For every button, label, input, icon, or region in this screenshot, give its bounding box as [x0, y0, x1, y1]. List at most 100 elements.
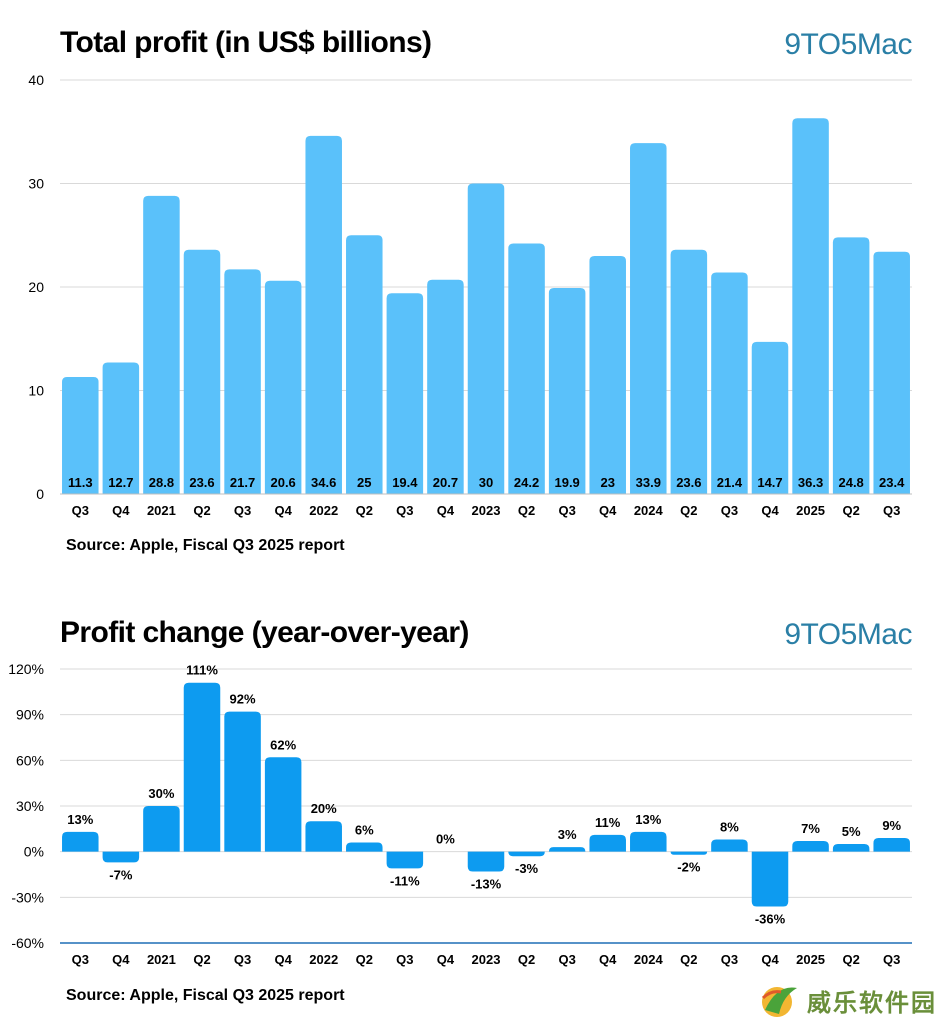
bar-value-label: 111%: [186, 663, 218, 678]
y-tick-label: 0: [36, 486, 44, 502]
chart2-source: Source: Apple, Fiscal Q3 2025 report: [66, 987, 345, 1004]
bar: [508, 243, 545, 494]
watermark-logo-icon: [761, 987, 797, 1017]
bar: [670, 851, 708, 855]
x-tick-label: 2021: [147, 952, 176, 967]
y-tick-label: 120%: [8, 661, 44, 677]
bar: [873, 837, 910, 852]
x-tick-label: 2021: [147, 503, 176, 518]
bar-value-label: 62%: [270, 737, 296, 752]
brand-logo-bottom: 9TO5Mac: [784, 618, 912, 651]
bar-value-label: 20.6: [270, 475, 295, 490]
bar: [548, 847, 586, 852]
bar-value-label: 23.6: [189, 475, 214, 490]
x-tick-label: Q4: [274, 952, 292, 967]
bar: [548, 288, 586, 494]
y-tick-label: 20: [28, 279, 44, 295]
x-tick-label: Q4: [112, 503, 130, 518]
bar: [346, 842, 383, 852]
bar-value-label: 0%: [436, 832, 455, 847]
x-tick-label: Q3: [234, 952, 251, 967]
bar: [711, 839, 748, 852]
bar: [264, 280, 302, 494]
bar-value-label: 21.7: [230, 475, 255, 490]
bar: [751, 341, 789, 494]
bar-value-label: 36.3: [798, 475, 823, 490]
x-tick-label: Q3: [883, 952, 900, 967]
bar-value-label: 20%: [311, 801, 337, 816]
bar: [183, 682, 221, 852]
bar: [832, 237, 870, 494]
bar: [792, 841, 829, 852]
x-tick-label: Q3: [558, 952, 575, 967]
bar: [143, 195, 180, 495]
x-tick-label: Q3: [234, 503, 251, 518]
bar-value-label: -2%: [677, 860, 701, 875]
x-tick-label: 2025: [796, 503, 825, 518]
chart1-source: Source: Apple, Fiscal Q3 2025 report: [66, 537, 345, 554]
bar: [102, 851, 140, 863]
x-tick-label: Q3: [396, 952, 413, 967]
y-tick-label: 30: [28, 176, 44, 192]
x-tick-label: Q2: [842, 503, 859, 518]
x-tick-label: Q3: [721, 503, 738, 518]
bar-value-label: 92%: [230, 692, 256, 707]
bar-value-label: 34.6: [311, 475, 336, 490]
x-tick-label: 2024: [634, 952, 664, 967]
bar-value-label: 8%: [720, 819, 739, 834]
bar-value-label: 7%: [801, 821, 820, 836]
bar: [589, 834, 626, 852]
x-tick-label: Q4: [761, 952, 779, 967]
x-tick-label: Q3: [396, 503, 413, 518]
x-tick-label: 2022: [309, 503, 338, 518]
x-tick-label: Q2: [680, 952, 697, 967]
x-tick-label: Q4: [437, 503, 455, 518]
y-tick-label: 90%: [16, 707, 44, 723]
y-tick-label: 0%: [24, 844, 44, 860]
bar-value-label: 23.4: [879, 475, 905, 490]
bar-value-label: -7%: [109, 867, 133, 882]
x-tick-label: Q4: [761, 503, 779, 518]
x-tick-label: Q2: [842, 952, 859, 967]
bar: [589, 255, 626, 494]
profit-bar-chart: 0 10 20 30 40 11.3 Q3 12.7 Q4 28.8 2021 23.6 Q2 21.7 Q…: [28, 72, 912, 518]
bar: [832, 844, 870, 852]
bar-value-label: 21.4: [717, 475, 743, 490]
y-tick-label: -30%: [11, 889, 44, 905]
bar: [873, 251, 910, 494]
bar-value-label: 13%: [67, 812, 93, 827]
bar: [711, 272, 748, 494]
bar-value-label: 11.3: [68, 475, 93, 490]
bar-value-label: 9%: [882, 818, 901, 833]
x-tick-label: Q4: [599, 503, 617, 518]
bar: [751, 851, 789, 907]
bar-value-label: -36%: [755, 911, 786, 926]
x-tick-label: Q4: [274, 503, 292, 518]
bar-value-label: -11%: [390, 873, 420, 888]
profit-change-bar-chart: -60% -30% 0% 30% 60% 90% 120% 13% Q3 -7% Q4 30% 2021…: [8, 661, 912, 967]
bar-value-label: 30%: [148, 786, 174, 801]
x-tick-label: 2023: [472, 952, 501, 967]
x-tick-label: 2023: [472, 503, 501, 518]
bar-value-label: 19.9: [554, 475, 579, 490]
bar-value-label: -3%: [515, 861, 539, 876]
bar-value-label: 11%: [595, 815, 621, 830]
bar-value-label: 19.4: [392, 475, 418, 490]
bar: [224, 269, 261, 494]
x-tick-label: 2024: [634, 503, 664, 518]
bar: [386, 293, 424, 494]
x-tick-label: Q2: [518, 952, 535, 967]
bar: [467, 851, 505, 872]
watermark-text: 威乐软件园: [807, 987, 937, 1017]
y-tick-label: 10: [28, 383, 44, 399]
x-tick-label: Q4: [112, 952, 130, 967]
bar: [630, 143, 667, 494]
y-tick-label: 30%: [16, 798, 44, 814]
x-tick-label: Q3: [72, 952, 89, 967]
bar: [427, 279, 464, 494]
bar-value-label: 6%: [355, 823, 374, 838]
bar: [305, 135, 342, 494]
x-tick-label: Q3: [72, 503, 89, 518]
bar-value-label: 24.2: [514, 475, 539, 490]
bar-value-label: -13%: [471, 876, 502, 891]
